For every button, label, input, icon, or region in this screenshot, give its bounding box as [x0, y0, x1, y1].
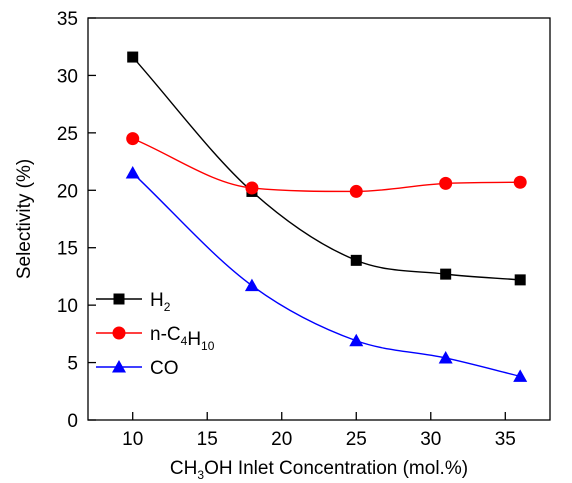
plot-area-frame [87, 17, 551, 421]
series-markers [125, 51, 528, 382]
data-point-n-c4h10 [126, 132, 140, 146]
y-tick-label: 35 [57, 9, 78, 30]
y-tick-label: 20 [57, 181, 78, 202]
y-tick-label: 5 [67, 354, 78, 375]
data-point-co [513, 369, 528, 382]
x-axis-title: CH3OH Inlet Concentration (mol.%) [170, 458, 468, 482]
series-line-h2 [132, 56, 521, 281]
axis-ticks: 10 15 20 25 30 35 0 5 10 15 20 25 30 35 [57, 9, 516, 450]
data-point-h2 [350, 254, 362, 266]
data-point-n-c4h10 [245, 181, 259, 195]
y-tick-label: 15 [57, 239, 78, 260]
legend-label-n-c4h10: n-C4H10 [150, 324, 215, 353]
data-point-h2 [514, 274, 526, 286]
legend-label-co: CO [150, 358, 179, 379]
series-lines [132, 56, 521, 378]
legend-marker-n-c4h10 [112, 326, 126, 340]
legend-marker-h2 [113, 293, 125, 305]
data-point-co [349, 333, 364, 347]
data-point-h2 [127, 51, 139, 63]
data-point-co [438, 350, 453, 364]
series-line-co [132, 172, 521, 378]
data-point-n-c4h10 [349, 184, 363, 198]
series-line-n-c4h10 [132, 137, 521, 193]
legend-marker-co [112, 360, 126, 373]
data-point-n-c4h10 [439, 176, 453, 190]
y-tick-label: 0 [67, 411, 78, 432]
x-tick-label: 35 [495, 429, 516, 450]
x-tick-label: 25 [346, 429, 367, 450]
data-point-co [244, 278, 259, 292]
x-tick-label: 20 [271, 429, 292, 450]
y-tick-label: 30 [57, 66, 78, 87]
data-point-h2 [440, 268, 452, 280]
y-tick-label: 10 [57, 296, 78, 317]
legend-label-h2: H2 [150, 290, 171, 314]
x-tick-label: 30 [420, 429, 441, 450]
x-tick-label: 15 [197, 429, 218, 450]
legend: H2 n-C4H10 CO [96, 290, 215, 379]
data-point-n-c4h10 [513, 175, 527, 189]
data-point-co [125, 166, 140, 179]
y-axis-title: Selectivity (%) [14, 159, 35, 279]
x-tick-label: 10 [122, 429, 143, 450]
y-tick-label: 25 [57, 124, 78, 145]
